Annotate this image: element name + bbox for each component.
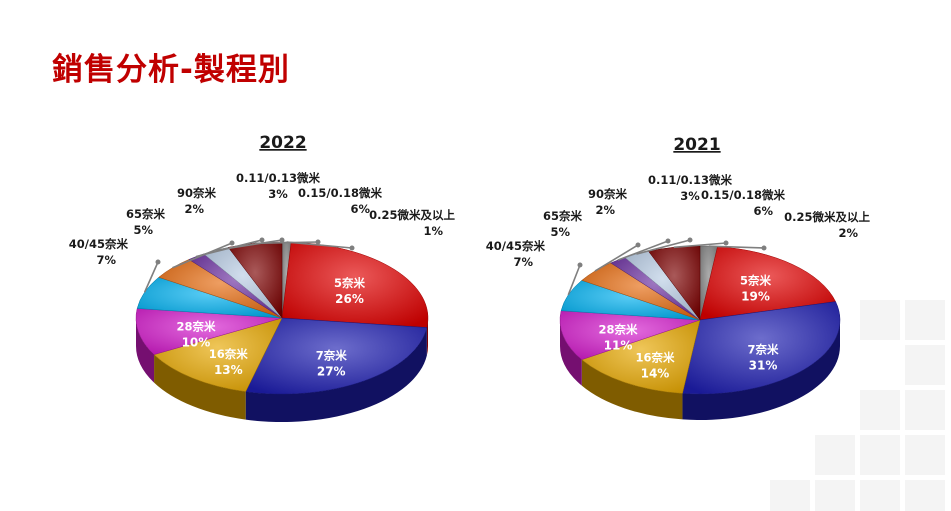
pie-slice	[135, 308, 283, 355]
leader-line	[215, 239, 283, 252]
slice-label: 0.25微米及以上	[369, 208, 455, 222]
chart-title: 2022	[259, 133, 306, 153]
slice-label: 5奈米	[740, 274, 772, 288]
leader-dot	[687, 237, 693, 243]
slice-value: 2%	[184, 202, 204, 216]
leader-dot	[279, 237, 285, 243]
slice-label: 90奈米	[588, 187, 628, 201]
leader-line	[567, 264, 581, 296]
slice-value: 5%	[550, 225, 570, 239]
slice-label: 0.15/0.18微米	[701, 188, 785, 202]
background-decoration	[905, 300, 945, 340]
leader-line	[254, 241, 319, 245]
slice-value: 6%	[753, 204, 773, 218]
slice-label: 40/45奈米	[486, 239, 546, 253]
background-decoration	[905, 345, 945, 385]
slice-value: 6%	[350, 202, 370, 216]
pie-slice	[581, 319, 701, 394]
pie-slice	[245, 317, 428, 395]
pie-slice	[699, 246, 836, 321]
slice-label: 40/45奈米	[69, 237, 129, 251]
background-decoration	[905, 390, 945, 430]
slice-value: 7%	[513, 255, 533, 269]
background-decoration	[905, 435, 945, 475]
leader-dot	[349, 245, 355, 251]
slice-label: 16奈米	[635, 350, 675, 364]
background-decoration	[860, 435, 900, 475]
slice-value: 14%	[641, 366, 670, 380]
slice-label: 28奈米	[176, 320, 216, 334]
slice-label: 65奈米	[543, 209, 583, 223]
slice-value: 13%	[214, 363, 243, 377]
leader-dot	[259, 237, 265, 243]
background-decoration	[815, 480, 855, 511]
page-title: 銷售分析-製程別	[52, 52, 290, 88]
leader-dot	[577, 262, 583, 268]
leader-line	[594, 244, 639, 272]
slice-value: 27%	[317, 365, 346, 379]
slice-value: 3%	[268, 187, 288, 201]
slice-value: 3%	[680, 189, 700, 203]
background-decoration	[770, 480, 810, 511]
slice-value: 7%	[96, 253, 116, 267]
slice-value: 1%	[423, 224, 443, 238]
leader-dot	[761, 245, 767, 251]
slice-label: 7奈米	[316, 349, 348, 363]
leader-line	[143, 261, 159, 293]
slice-value: 26%	[335, 292, 364, 306]
slice-label: 0.15/0.18微米	[298, 186, 382, 200]
slice-label: 5奈米	[334, 276, 366, 290]
slice-label: 0.11/0.13微米	[648, 173, 732, 187]
leader-dot	[635, 242, 641, 248]
pie-slice	[153, 317, 283, 392]
slice-side	[581, 359, 683, 420]
background-decoration	[860, 390, 900, 430]
slice-side	[136, 318, 155, 383]
slice-value: 10%	[182, 336, 211, 350]
leader-dot	[229, 240, 235, 246]
slice-side	[560, 320, 582, 386]
slice-label: 7奈米	[748, 342, 780, 356]
slice-label: 0.11/0.13微米	[236, 171, 320, 185]
slice-label: 0.25微米及以上	[784, 210, 870, 224]
leader-dot	[665, 238, 671, 244]
slice-value: 11%	[604, 339, 633, 353]
leader-dot	[315, 239, 321, 245]
slice-label: 16奈米	[209, 347, 249, 361]
pie-chart-2021: 2021 0.25微米及以上 2% 5奈米 19% 7奈米 31% 16奈米 14% 28奈米 11…	[486, 135, 870, 420]
leader-dot	[723, 240, 729, 246]
background-decoration	[905, 480, 945, 511]
slice-value: 5%	[133, 223, 153, 237]
background-decoration	[860, 300, 900, 340]
slice-side	[245, 327, 427, 423]
leader-line	[617, 240, 669, 261]
chart-title: 2021	[673, 135, 720, 155]
slice-value: 31%	[749, 358, 778, 372]
background-decoration	[815, 435, 855, 475]
pie-chart-2022: 2022 0.25微米及以上 1% 5奈米 26% 7奈米 27% 16奈米 13% 28奈米 10…	[69, 133, 455, 423]
leader-dot	[155, 259, 161, 265]
slice-value: 19%	[741, 290, 770, 304]
pie-slice	[559, 310, 701, 360]
slice-label: 65奈米	[126, 207, 166, 221]
slice-side	[682, 320, 840, 420]
leader-line	[636, 239, 691, 255]
background-decoration	[860, 480, 900, 511]
slice-label: 28奈米	[599, 323, 639, 337]
pie-slice	[682, 301, 841, 395]
slice-value: 2%	[595, 203, 615, 217]
leader-line	[673, 242, 727, 249]
slice-label: 90奈米	[177, 186, 217, 200]
slice-value: 2%	[838, 226, 858, 240]
leader-line	[708, 245, 765, 249]
